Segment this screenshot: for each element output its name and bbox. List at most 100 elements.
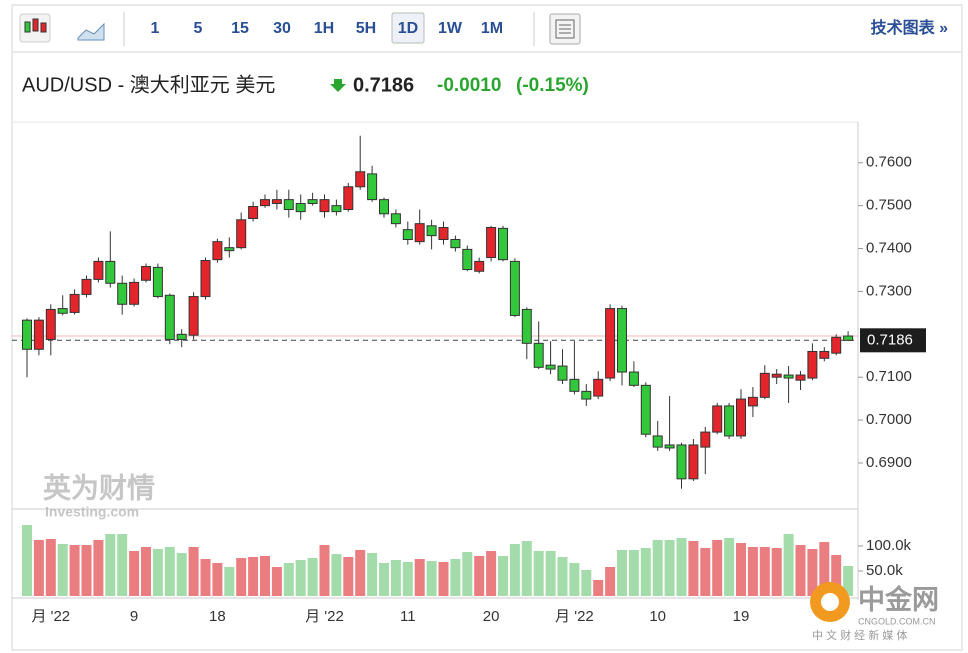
candle-body <box>545 364 556 370</box>
interval-button[interactable]: 15 <box>231 20 249 37</box>
candle-body <box>248 205 259 219</box>
volume-bar <box>355 550 366 596</box>
x-tick-label: 18 <box>209 608 226 625</box>
candle-body <box>33 319 44 350</box>
candle-body <box>69 293 80 313</box>
watermark-brand: 英为财情 <box>43 472 155 503</box>
volume-bar <box>117 534 128 596</box>
y-tick-label: 0.7500 <box>866 197 912 214</box>
volume-bar <box>236 558 247 596</box>
candle-body <box>486 227 497 259</box>
down-arrow <box>330 79 346 92</box>
selected-interval-box <box>391 12 425 44</box>
candle-body <box>712 405 723 433</box>
x-tick-label: 20 <box>483 608 500 625</box>
candle-body <box>355 171 366 188</box>
interval-button[interactable]: 1D <box>398 20 418 37</box>
last-price-label: 0.7186 <box>867 331 913 348</box>
candle-body <box>783 374 794 379</box>
volume-bar <box>557 557 568 596</box>
candle-body <box>593 378 604 397</box>
candle-body <box>724 405 735 437</box>
volume-bar <box>248 557 259 596</box>
volume-bar <box>736 543 746 596</box>
candle-body <box>438 227 449 241</box>
candle-icon[interactable] <box>19 13 51 43</box>
y-tick-label: 0.7300 <box>866 282 912 299</box>
candle-body <box>319 199 330 213</box>
area-icon[interactable] <box>77 22 105 41</box>
x-tick-label: 19 <box>733 608 750 625</box>
candle-body <box>379 199 389 215</box>
candle-body <box>260 199 270 207</box>
volume-tick-label: 100.0k <box>866 537 912 554</box>
volume-bar <box>486 551 497 596</box>
candle-body <box>414 223 425 243</box>
candle-body <box>569 378 580 392</box>
volume-bar <box>605 567 616 596</box>
candle-body <box>617 308 627 373</box>
logo-inner <box>821 593 839 611</box>
x-tick-label: 9 <box>130 608 138 625</box>
volume-bar <box>141 547 151 596</box>
interval-button[interactable]: 5 <box>194 20 203 37</box>
change: -0.0010 <box>437 75 501 96</box>
candle-body <box>843 335 854 341</box>
volume-bar <box>783 534 794 596</box>
candle-body <box>57 308 68 314</box>
volume-bar <box>212 563 223 596</box>
candle-body <box>759 372 770 398</box>
y-tick-label: 0.7400 <box>866 239 912 256</box>
volume-bar <box>105 534 116 596</box>
volume-bar <box>295 560 306 596</box>
volume-bar <box>807 549 818 596</box>
volume-bar <box>438 562 449 596</box>
interval-button[interactable]: 30 <box>273 20 291 37</box>
candle-body <box>498 227 508 261</box>
candle-body <box>747 396 758 407</box>
volume-bar <box>22 525 32 596</box>
candle-body <box>164 294 175 340</box>
logo-text: 中金网 <box>858 584 939 615</box>
volume-bar <box>747 547 758 596</box>
candle-body <box>521 308 532 344</box>
volume-bar <box>33 540 44 596</box>
volume-bar <box>414 559 425 596</box>
volume-bar <box>533 551 544 596</box>
candle-body <box>402 229 413 241</box>
logo-tagline: 中 文 财 经 新 媒 体 <box>812 628 907 642</box>
candle-body <box>81 278 92 295</box>
volume-bar <box>771 548 782 596</box>
interval-button[interactable]: 1W <box>438 20 463 37</box>
candle-body <box>307 199 318 204</box>
candle-body <box>141 266 151 281</box>
volume-bar <box>581 570 592 596</box>
interval-button[interactable]: 1 <box>151 20 160 37</box>
candle-body <box>295 202 306 213</box>
volume-bar <box>188 547 199 596</box>
volume-bar <box>152 549 163 596</box>
volume-bar <box>569 563 580 596</box>
candle-body <box>807 350 818 379</box>
technical-chart-link[interactable]: 技术图表 » <box>871 18 948 37</box>
interval-button[interactable]: 1M <box>481 20 503 37</box>
volume-bar <box>628 550 639 596</box>
volume-bar <box>843 566 854 596</box>
candle-body <box>509 260 520 316</box>
candle-body <box>605 308 616 379</box>
volume-bar <box>498 556 508 596</box>
volume-bar <box>45 539 56 596</box>
candle-body <box>188 296 199 336</box>
settings-icon[interactable] <box>549 13 581 45</box>
interval-button[interactable]: 5H <box>356 20 376 37</box>
candle-body <box>45 308 56 340</box>
icon-candle <box>40 22 47 33</box>
watermark-brand-en: Investing.com <box>45 504 139 520</box>
interval-button[interactable]: 1H <box>314 20 334 37</box>
candle-body <box>117 282 128 305</box>
icon-candle <box>32 18 39 32</box>
y-tick-label: 0.7600 <box>866 154 912 171</box>
volume-bar <box>129 551 140 596</box>
plot: 0.6900 0.7000 0.7100 0.7300 0.7400 0.7500 0.76… <box>12 135 926 625</box>
candle-body <box>474 260 485 272</box>
